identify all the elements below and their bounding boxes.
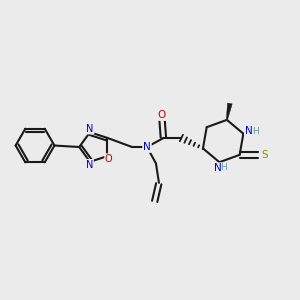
Text: O: O	[158, 110, 166, 120]
Text: N: N	[143, 142, 151, 152]
Text: S: S	[261, 150, 268, 160]
Text: H: H	[252, 127, 259, 136]
Text: H: H	[220, 163, 227, 172]
Text: N: N	[245, 126, 253, 136]
Text: N: N	[86, 124, 94, 134]
Text: O: O	[105, 154, 112, 164]
Polygon shape	[226, 103, 232, 120]
Text: N: N	[86, 160, 93, 170]
Text: N: N	[214, 163, 222, 173]
